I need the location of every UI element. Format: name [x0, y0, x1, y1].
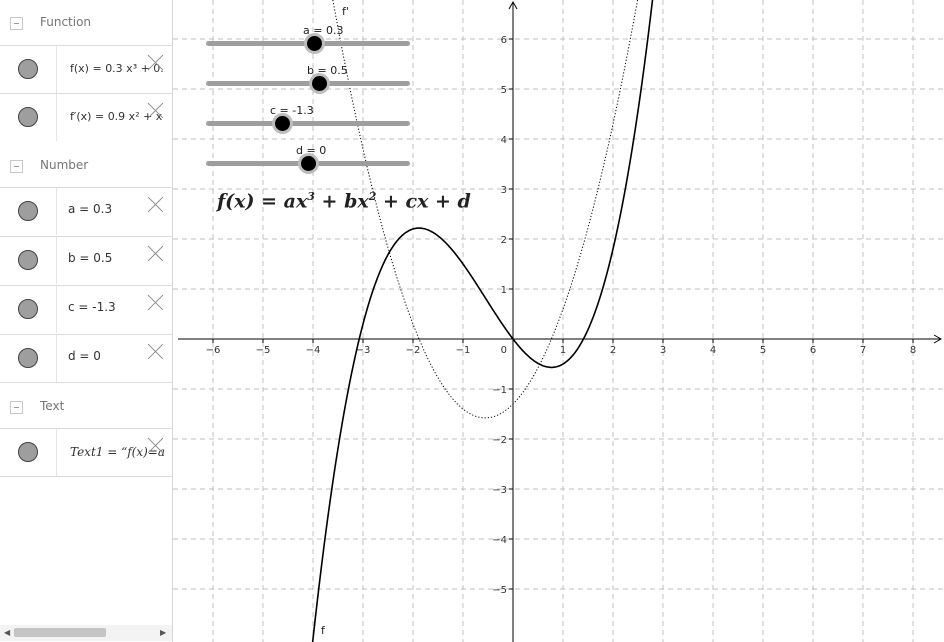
- algebra-view: Function f(x) = 0.3 x³ + 0. f′(x) = 0.9 …: [0, 0, 173, 642]
- slider-d-knob[interactable]: [301, 156, 316, 171]
- slider-a-knob[interactable]: [307, 36, 322, 51]
- collapse-number-icon[interactable]: [10, 160, 23, 173]
- slider-a-label: a = 0.3: [303, 24, 344, 37]
- y-tick-label: −2: [492, 435, 507, 446]
- x-tick-label: −1: [456, 345, 471, 356]
- slider-d-label: d = 0: [296, 144, 327, 157]
- y-axis-arrow-icon: [508, 0, 518, 10]
- graphics-view[interactable]: −6 −5 −4 −3 −2 −1 1 2 3 4 5 6 7 8 6 5 4 3 2 1 −1 −2 −3 −4 −5 0 f f'…: [173, 0, 944, 642]
- algebra-item-fprime[interactable]: f′(x) = 0.9 x² + x: [0, 93, 172, 141]
- algebra-expression-d[interactable]: d = 0: [68, 349, 101, 363]
- x-tick-label: 2: [610, 345, 616, 356]
- horizontal-scrollbar[interactable]: ◀ ▶: [0, 625, 172, 641]
- curve-label-f: f: [321, 624, 326, 637]
- x-tick-label: 3: [660, 345, 666, 356]
- group-text: Text: [0, 384, 172, 430]
- visibility-toggle-text1[interactable]: [18, 442, 38, 462]
- visibility-toggle-a[interactable]: [18, 201, 38, 221]
- delete-icon[interactable]: [147, 436, 165, 454]
- x-tick-label: 7: [860, 345, 866, 356]
- x-tick-label: −3: [356, 345, 371, 356]
- y-tick-label: −4: [492, 535, 507, 546]
- visibility-toggle-d[interactable]: [18, 348, 38, 368]
- group-text-label: Text: [40, 399, 65, 413]
- group-function: Function: [0, 0, 172, 46]
- visibility-toggle-b[interactable]: [18, 250, 38, 270]
- delete-icon[interactable]: [147, 53, 165, 71]
- slider-c-track[interactable]: [206, 121, 410, 126]
- visibility-toggle-c[interactable]: [18, 299, 38, 319]
- x-tick-label: 4: [710, 345, 716, 356]
- delete-icon[interactable]: [147, 195, 165, 213]
- slider-b-knob[interactable]: [312, 76, 327, 91]
- slider-b-label: b = 0.5: [307, 64, 348, 77]
- origin-label: 0: [501, 345, 507, 356]
- slider-b-track[interactable]: [206, 81, 410, 86]
- collapse-text-icon[interactable]: [10, 401, 23, 414]
- curve-fprime: [332, 0, 639, 419]
- x-tick-label: 5: [760, 345, 766, 356]
- x-axis-arrow-icon: [933, 334, 943, 344]
- x-tick-label: −2: [406, 345, 421, 356]
- x-tick-label: 6: [810, 345, 816, 356]
- y-tick-label: 5: [501, 85, 507, 96]
- y-tick-label: 1: [501, 285, 507, 296]
- delete-icon[interactable]: [147, 101, 165, 119]
- collapse-function-icon[interactable]: [10, 17, 23, 30]
- y-tick-label: 4: [501, 135, 507, 146]
- group-number: Number: [0, 143, 172, 189]
- group-function-label: Function: [40, 15, 92, 29]
- y-tick-label: −5: [492, 585, 507, 596]
- slider-c-label: c = -1.3: [270, 104, 314, 117]
- y-tick-label: 3: [501, 185, 507, 196]
- y-tick-label: −1: [492, 385, 507, 396]
- algebra-item-a[interactable]: a = 0.3: [0, 187, 172, 235]
- x-tick-label: 8: [910, 345, 916, 356]
- delete-icon[interactable]: [147, 244, 165, 262]
- graph-canvas[interactable]: −6 −5 −4 −3 −2 −1 1 2 3 4 5 6 7 8 6 5 4 3 2 1 −1 −2 −3 −4 −5 0 f f': [173, 0, 944, 642]
- algebra-item-c[interactable]: c = -1.3: [0, 285, 172, 333]
- scroll-left-icon[interactable]: ◀: [4, 628, 11, 637]
- scrollbar-thumb[interactable]: [14, 628, 106, 637]
- visibility-toggle-f[interactable]: [18, 59, 38, 79]
- algebra-expression-c[interactable]: c = -1.3: [68, 300, 116, 314]
- delete-icon[interactable]: [147, 342, 165, 360]
- delete-icon[interactable]: [147, 293, 165, 311]
- curve-f: [311, 0, 654, 642]
- curve-label-fprime: f': [342, 5, 349, 18]
- algebra-item-d[interactable]: d = 0: [0, 334, 172, 383]
- algebra-expression-a[interactable]: a = 0.3: [68, 202, 113, 216]
- visibility-toggle-fprime[interactable]: [18, 107, 38, 127]
- formula-text[interactable]: f(x) = ax3 + bx2 + cx + d: [217, 190, 471, 213]
- group-number-label: Number: [40, 158, 89, 172]
- algebra-expression-text1[interactable]: Text1 = “f(x)=a: [70, 445, 165, 459]
- scroll-right-icon[interactable]: ▶: [160, 628, 167, 637]
- y-tick-label: 2: [501, 235, 507, 246]
- x-tick-label: −6: [206, 345, 221, 356]
- y-tick-label: 6: [501, 35, 507, 46]
- x-tick-label: −4: [306, 345, 321, 356]
- algebra-item-b[interactable]: b = 0.5: [0, 236, 172, 284]
- slider-c-knob[interactable]: [275, 116, 290, 131]
- algebra-expression-b[interactable]: b = 0.5: [68, 251, 113, 265]
- x-tick-label: −5: [256, 345, 271, 356]
- algebra-item-text1[interactable]: Text1 = “f(x)=a: [0, 428, 172, 477]
- x-tick-label: 1: [560, 345, 566, 356]
- algebra-item-f[interactable]: f(x) = 0.3 x³ + 0.: [0, 45, 172, 93]
- y-tick-label: −3: [492, 485, 507, 496]
